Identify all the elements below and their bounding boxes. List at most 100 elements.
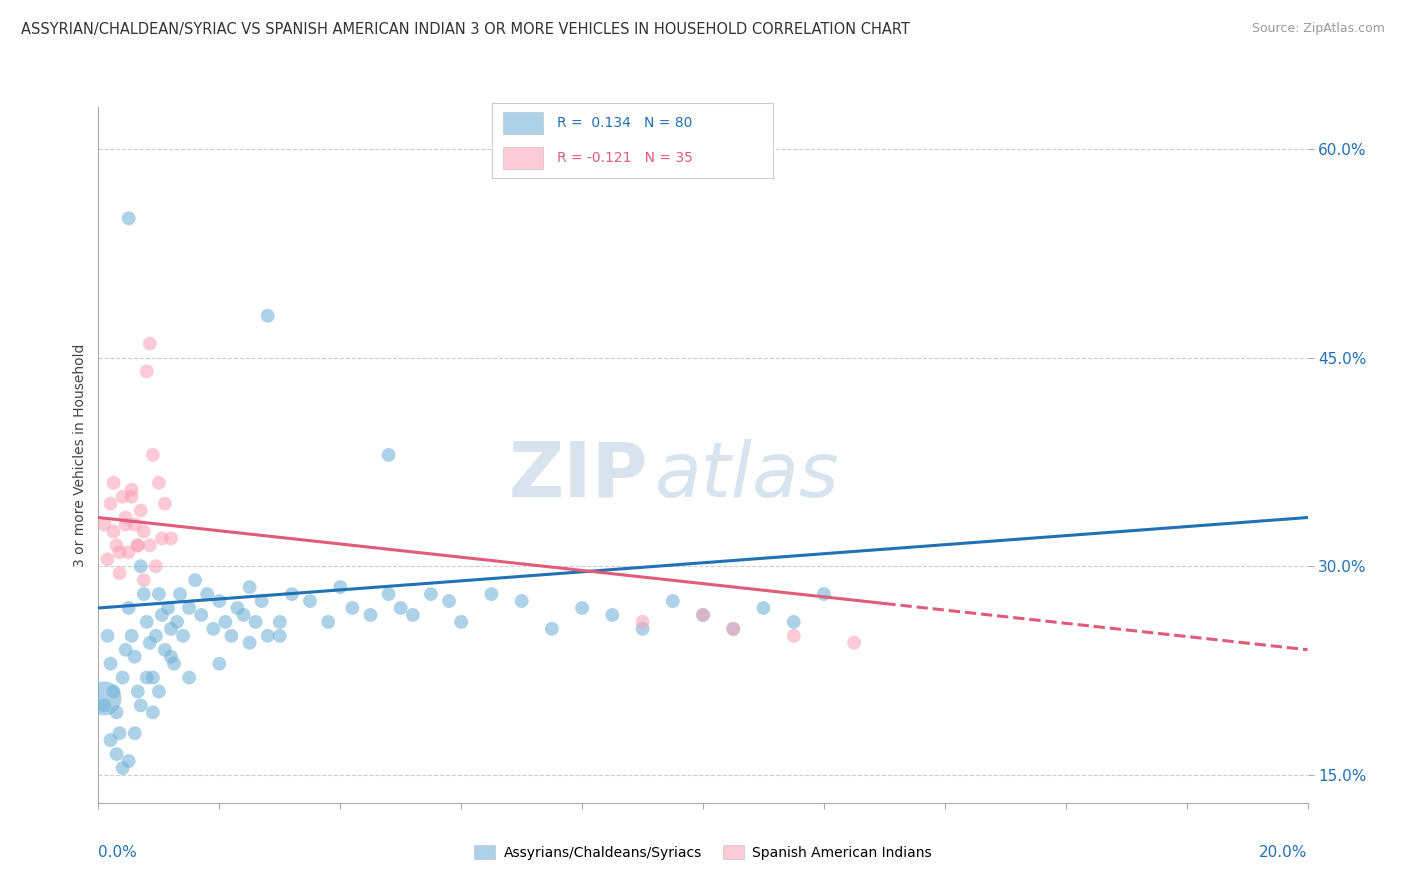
Point	[208, 657, 231, 671]
Point	[752, 601, 775, 615]
Point	[118, 601, 141, 615]
Point	[135, 615, 157, 629]
Point	[118, 211, 141, 226]
Text: R = -0.121   N = 35: R = -0.121 N = 35	[557, 151, 693, 165]
Point	[142, 706, 165, 720]
Point	[256, 309, 278, 323]
Point	[108, 566, 131, 581]
Point	[105, 706, 128, 720]
Point	[190, 607, 212, 622]
Point	[226, 601, 249, 615]
Point	[269, 615, 291, 629]
Point	[111, 761, 134, 775]
Point	[129, 503, 152, 517]
Point	[118, 545, 141, 559]
Point	[135, 364, 157, 378]
Point	[245, 615, 267, 629]
Point	[631, 622, 654, 636]
Point	[602, 607, 624, 622]
Point	[127, 538, 149, 552]
Point	[402, 607, 425, 622]
Point	[844, 636, 866, 650]
Point	[111, 490, 134, 504]
Legend: Assyrians/Chaldeans/Syriacs, Spanish American Indians: Assyrians/Chaldeans/Syriacs, Spanish Ame…	[470, 840, 936, 865]
Point	[269, 629, 291, 643]
Point	[148, 475, 170, 490]
Point	[163, 657, 186, 671]
Point	[179, 671, 201, 685]
Point	[93, 517, 115, 532]
Point	[118, 754, 141, 768]
Point	[156, 601, 179, 615]
Point	[783, 629, 806, 643]
Point	[239, 580, 262, 594]
Point	[221, 629, 243, 643]
Point	[692, 607, 714, 622]
Point	[208, 594, 231, 608]
Point	[100, 733, 122, 747]
Point	[114, 642, 136, 657]
Point	[114, 510, 136, 524]
Point	[232, 607, 254, 622]
Point	[169, 587, 191, 601]
Point	[450, 615, 472, 629]
Point	[723, 622, 745, 636]
Point	[96, 629, 118, 643]
Point	[105, 538, 128, 552]
Point	[281, 587, 304, 601]
Point	[250, 594, 273, 608]
Point	[195, 587, 218, 601]
Point	[145, 629, 167, 643]
Point	[160, 622, 183, 636]
Point	[540, 622, 562, 636]
Text: ASSYRIAN/CHALDEAN/SYRIAC VS SPANISH AMERICAN INDIAN 3 OR MORE VEHICLES IN HOUSEH: ASSYRIAN/CHALDEAN/SYRIAC VS SPANISH AMER…	[21, 22, 910, 37]
Point	[153, 497, 176, 511]
Point	[329, 580, 352, 594]
Point	[100, 657, 122, 671]
Point	[148, 587, 170, 601]
Point	[389, 601, 412, 615]
Point	[139, 538, 162, 552]
Point	[661, 594, 683, 608]
Point	[96, 552, 118, 566]
Point	[437, 594, 460, 608]
Point	[214, 615, 236, 629]
Point	[316, 615, 339, 629]
Point	[127, 538, 149, 552]
Point	[631, 615, 654, 629]
Point	[179, 601, 201, 615]
Point	[377, 587, 399, 601]
Point	[299, 594, 322, 608]
Point	[121, 629, 143, 643]
Point	[132, 573, 155, 587]
Point	[783, 615, 806, 629]
Text: 0.0%: 0.0%	[98, 845, 138, 860]
Point	[692, 607, 714, 622]
Text: Source: ZipAtlas.com: Source: ZipAtlas.com	[1251, 22, 1385, 36]
Point	[108, 726, 131, 740]
Point	[172, 629, 194, 643]
Text: R =  0.134   N = 80: R = 0.134 N = 80	[557, 116, 692, 130]
Point	[100, 497, 122, 511]
Point	[184, 573, 207, 587]
Point	[129, 698, 152, 713]
Point	[124, 649, 146, 664]
Point	[103, 524, 125, 539]
Point	[160, 532, 183, 546]
Point	[342, 601, 364, 615]
Point	[150, 532, 173, 546]
Point	[132, 587, 155, 601]
Point	[103, 684, 125, 698]
Point	[111, 671, 134, 685]
Point	[723, 622, 745, 636]
Point	[108, 545, 131, 559]
Point	[166, 615, 188, 629]
Point	[121, 490, 143, 504]
Point	[153, 642, 176, 657]
Bar	[503, 112, 543, 135]
Point	[93, 698, 115, 713]
Point	[114, 517, 136, 532]
Point	[239, 636, 262, 650]
Point	[160, 649, 183, 664]
Point	[510, 594, 533, 608]
